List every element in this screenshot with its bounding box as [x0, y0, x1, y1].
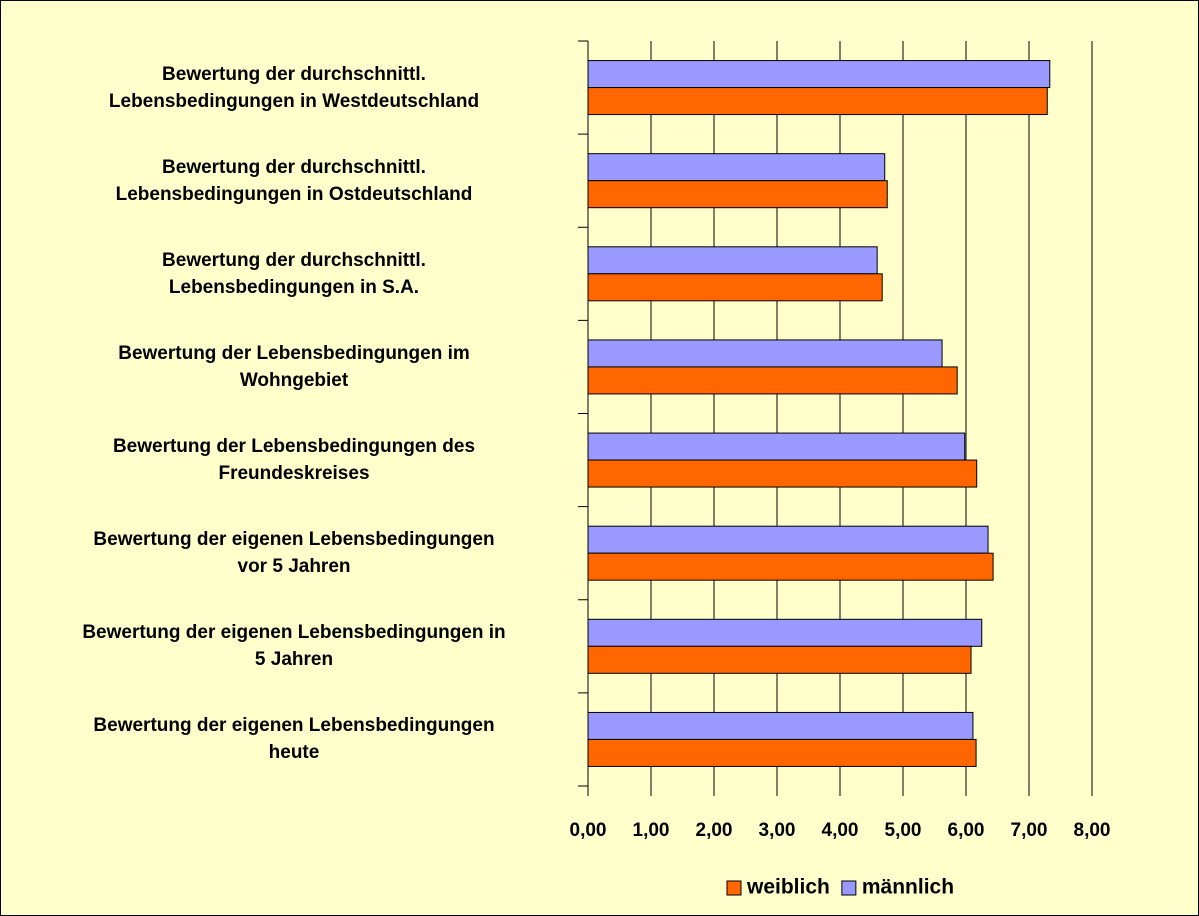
category-label: Bewertung der eigenen Lebensbedingungen … — [93, 529, 495, 578]
bar — [587, 645, 972, 674]
x-tick-label: 0,00 — [570, 820, 607, 841]
category-label: Bewertung der eigenen Lebensbedingungen … — [82, 622, 506, 671]
category-label: Bewertung der durchschnittl. Lebensbedin… — [108, 63, 480, 112]
category-label: Bewertung der durchschnittl. Lebensbedin… — [115, 156, 473, 205]
legend-swatch — [841, 880, 857, 896]
bar — [587, 552, 994, 581]
x-tick-label: 2,00 — [696, 820, 733, 841]
legend-swatch — [726, 880, 742, 896]
legend-label: weiblich — [746, 876, 830, 899]
bar — [587, 273, 883, 302]
x-tick-label: 8,00 — [1074, 820, 1111, 841]
bar — [587, 366, 958, 395]
bar — [587, 60, 1051, 89]
bar — [587, 153, 886, 182]
x-tick-label: 7,00 — [1011, 820, 1048, 841]
category-label: Bewertung der eigenen Lebensbedingungen … — [93, 715, 495, 764]
x-tick-label: 3,00 — [759, 820, 796, 841]
bar — [587, 711, 974, 740]
x-tick-label: 6,00 — [948, 820, 985, 841]
bar — [587, 180, 888, 209]
category-label: Bewertung der Lebensbedingungen des Freu… — [112, 436, 476, 485]
category-label: Bewertung der durchschnittl. Lebensbedin… — [162, 249, 426, 298]
bar — [587, 87, 1048, 116]
bar — [587, 618, 983, 647]
bar — [587, 459, 978, 488]
bar — [587, 339, 943, 368]
category-label: Bewertung der Lebensbedingungen im Wohng… — [118, 342, 470, 391]
legend-label: männlich — [862, 876, 954, 899]
bar — [587, 738, 977, 767]
bar — [587, 432, 966, 461]
bar — [587, 525, 989, 554]
bar — [587, 246, 878, 275]
x-tick-label: 5,00 — [885, 820, 922, 841]
x-tick-label: 4,00 — [822, 820, 859, 841]
x-tick-label: 1,00 — [633, 820, 670, 841]
